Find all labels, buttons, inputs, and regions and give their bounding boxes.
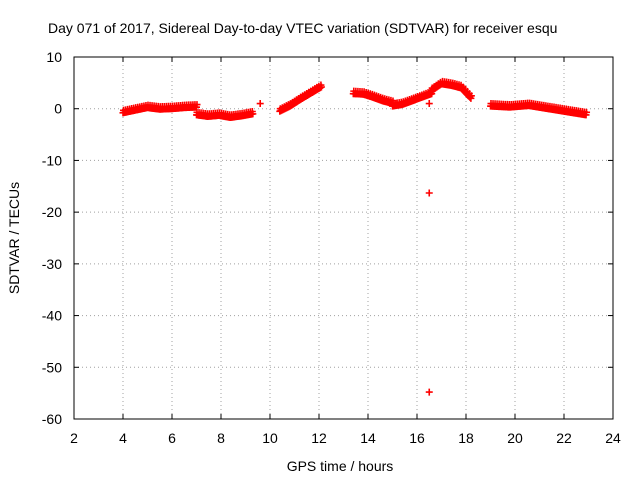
data-point [425, 100, 433, 108]
y-tick-label: -50 [42, 359, 62, 375]
y-tick-label: -40 [42, 308, 62, 324]
y-tick-label: -30 [42, 256, 62, 272]
x-tick-label: 12 [311, 430, 327, 446]
data-point [425, 388, 433, 396]
data-point [256, 100, 264, 108]
x-tick-label: 6 [168, 430, 176, 446]
x-tick-labels: 2 4 6 8 10 12 14 16 18 20 22 24 [70, 430, 621, 446]
x-tick-label: 10 [262, 430, 278, 446]
data-point [583, 108, 591, 116]
y-tick-labels: 10 0 -10 -20 -30 -40 -50 -60 [42, 49, 62, 427]
x-tick-label: 4 [119, 430, 127, 446]
data-point [317, 83, 325, 91]
data-point [467, 92, 475, 100]
x-tick-label: 8 [217, 430, 225, 446]
data-point [425, 189, 433, 197]
data-points [119, 77, 591, 396]
plot-frame [73, 56, 614, 420]
y-tick-label: -20 [42, 204, 62, 220]
x-tick-label: 14 [360, 430, 376, 446]
x-tick-label: 24 [605, 430, 621, 446]
x-tick-label: 16 [409, 430, 425, 446]
x-tick-label: 18 [458, 430, 474, 446]
y-tick-label: 10 [46, 49, 62, 65]
y-tick-label: -10 [42, 152, 62, 168]
x-axis-label: GPS time / hours [287, 458, 394, 474]
x-tick-label: 2 [70, 430, 78, 446]
y-tick-label: 0 [54, 101, 62, 117]
y-axis-label: SDTVAR / TECUs [6, 182, 22, 294]
data-point [193, 101, 201, 109]
x-tick-label: 22 [556, 430, 572, 446]
data-point [249, 110, 257, 118]
chart-title: Day 071 of 2017, Sidereal Day-to-day VTE… [48, 20, 557, 36]
x-tick-label: 20 [507, 430, 523, 446]
data-point [466, 93, 474, 101]
y-tick-label: -60 [42, 411, 62, 427]
grid-lines [74, 57, 613, 419]
